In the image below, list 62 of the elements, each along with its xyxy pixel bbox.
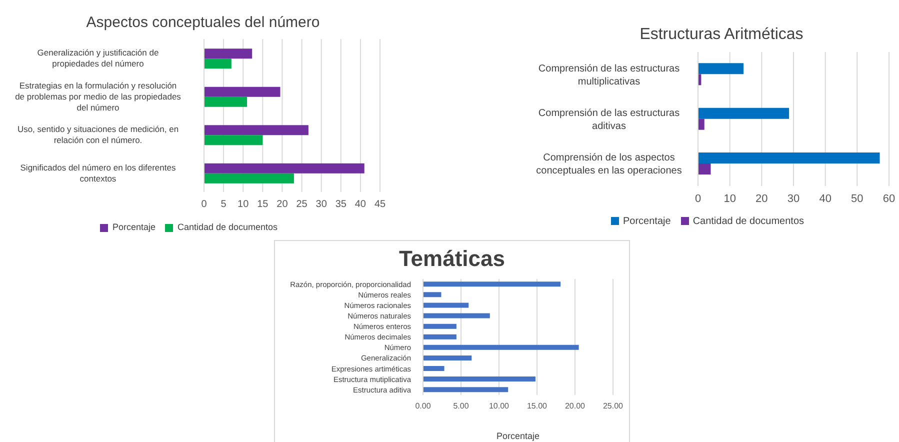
y-tick-label: Estrategias en la formulación y resolución de problemas por medio de las propiedades del número: [15, 80, 181, 112]
legend-label: Porcentaje: [623, 216, 671, 227]
x-tick-label: 40: [819, 192, 832, 205]
bar: [698, 63, 744, 74]
bar: [204, 125, 308, 136]
y-tick-label: Uso, sentido y situaciones de medición, en relación con el número.: [17, 124, 179, 146]
bar: [204, 96, 248, 107]
x-tick-label: 50: [851, 192, 864, 205]
bar: [423, 302, 469, 308]
legend-label: Porcentaje: [112, 222, 156, 232]
bar: [423, 387, 508, 392]
x-tick-label: 15.00: [526, 402, 548, 411]
x-tick-label: 35: [335, 199, 347, 210]
legend-label: Cantidad de documentos: [177, 222, 278, 232]
bar: [698, 108, 790, 119]
x-tick-label: 5.00: [453, 402, 470, 411]
chart-title: Estructuras Aritméticas: [638, 25, 804, 45]
x-tick-label: 30: [316, 199, 328, 210]
x-tick-label: 40: [354, 199, 366, 210]
bar: [423, 355, 472, 360]
x-tick-label: 0: [201, 199, 208, 210]
chart-title: Aspectos conceptuales del número: [85, 13, 321, 33]
bar: [204, 173, 294, 184]
bar: [423, 366, 444, 371]
legend-label: Cantidad de documentos: [692, 216, 804, 227]
y-tick-label: Comprensión de las estructuras aditivas: [538, 108, 680, 132]
x-tick-label: 20: [276, 199, 288, 210]
bar: [204, 48, 252, 59]
y-tick-label: Significados del número en los diferentes contextos: [20, 162, 176, 184]
y-tick-label: Comprensión de las estructuras multiplicativas: [538, 63, 680, 88]
bar: [204, 58, 232, 69]
x-tick-label: 5: [220, 199, 227, 210]
x-tick-label: 25.00: [602, 402, 624, 411]
bar: [204, 86, 280, 97]
bar: [423, 292, 442, 298]
x-axis-title: Porcentaje: [496, 431, 540, 441]
x-tick-label: 10: [724, 192, 736, 205]
bar: [698, 152, 880, 164]
x-tick-label: 20.00: [564, 402, 586, 411]
x-tick-label: 45: [374, 199, 386, 210]
bar: [423, 282, 561, 287]
x-tick-label: 10.00: [488, 402, 510, 411]
bar: [698, 118, 704, 130]
bar: [423, 313, 490, 318]
x-tick-label: 0: [694, 192, 702, 205]
x-tick-label: 20: [756, 192, 768, 205]
y-tick-label: Generalización y justificación de propiedades del número: [37, 48, 159, 69]
bar: [204, 135, 263, 146]
bar: [423, 334, 456, 340]
x-tick-label: 30: [787, 192, 800, 205]
bar: [698, 164, 711, 174]
bar: [423, 376, 536, 382]
x-tick-label: 60: [882, 192, 896, 205]
x-tick-label: 0.00: [415, 402, 432, 411]
x-tick-label: 15: [257, 199, 269, 210]
bar: [423, 324, 456, 329]
y-tick-label: Comprensión de los aspectos conceptuales en las operaciones: [536, 152, 682, 177]
x-tick-label: 25: [296, 199, 308, 210]
bar: [204, 163, 364, 174]
bar: [423, 344, 579, 350]
x-tick-label: 10: [238, 199, 250, 210]
chart-title: Temáticas: [398, 245, 506, 273]
